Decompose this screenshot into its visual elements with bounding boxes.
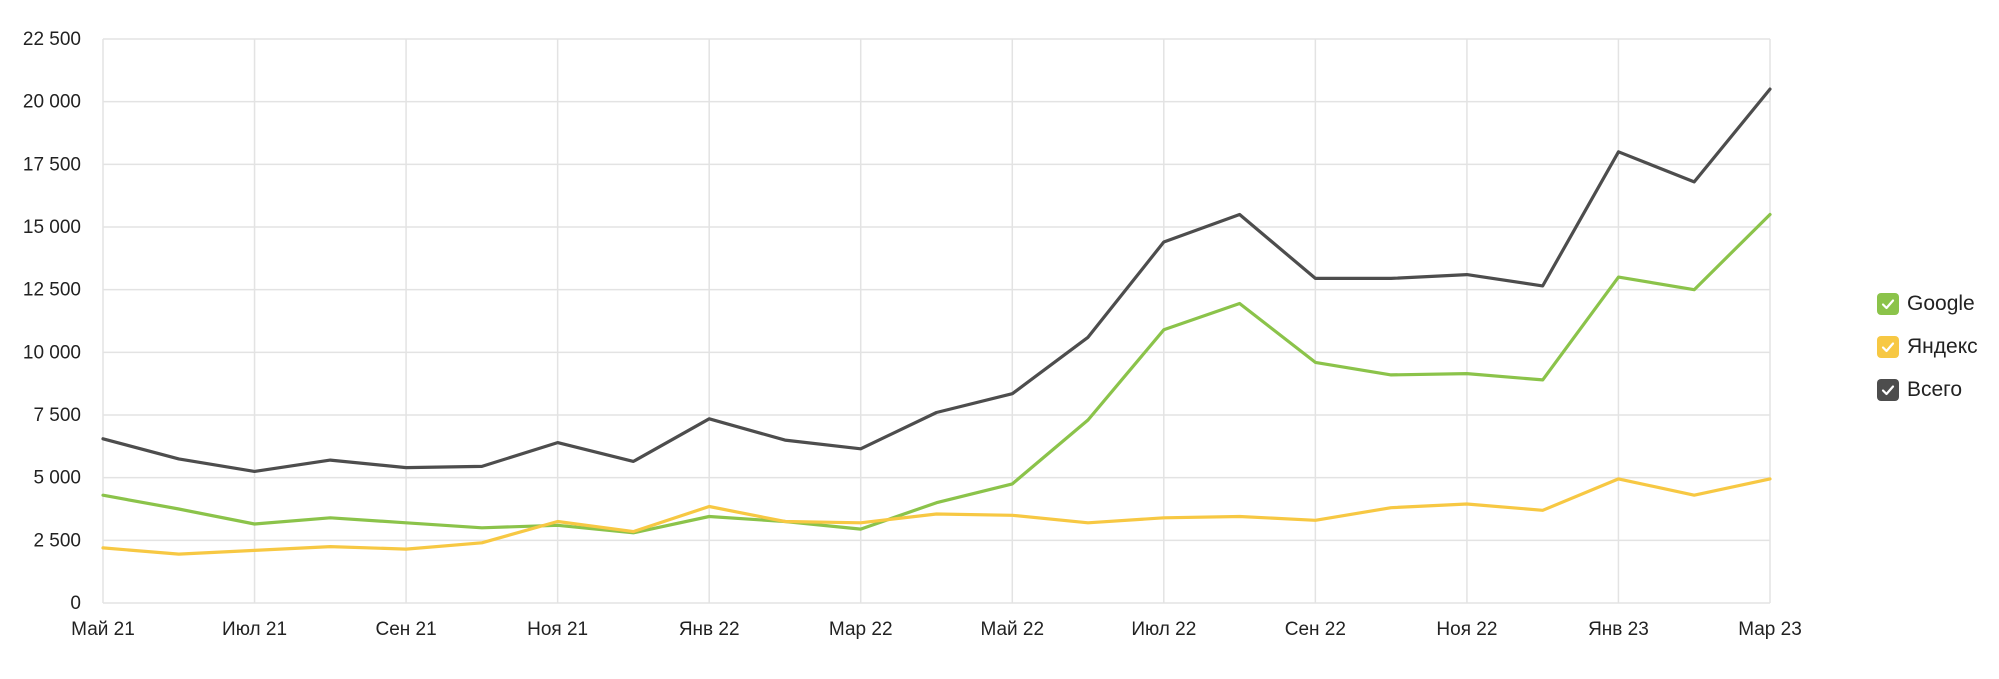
series-line-2 — [101, 87, 1772, 473]
y-tick-label: 10 000 — [23, 342, 81, 363]
checkbox-icon[interactable] — [1877, 292, 1899, 315]
y-tick-label: 22 500 — [23, 29, 81, 50]
x-tick-label: Ноя 22 — [1436, 619, 1497, 640]
y-tick-label: 20 000 — [23, 92, 81, 113]
x-tick-label: Янв 23 — [1588, 619, 1649, 640]
legend-item-google[interactable]: Google — [1877, 282, 1978, 325]
checkbox-icon[interactable] — [1877, 378, 1899, 401]
y-axis: 0 2 500 5 000 7 500 10 000 12 500 15 000 17 500… — [23, 29, 81, 614]
legend: Google Яндекс Всего — [1877, 282, 1978, 411]
y-tick-label: 2 500 — [33, 530, 81, 551]
x-tick-label: Сен 21 — [375, 619, 436, 640]
x-tick-label: Июл 21 — [222, 619, 287, 640]
y-tick-label: 7 500 — [33, 405, 81, 426]
y-tick-label: 17 500 — [23, 154, 81, 175]
legend-label: Всего — [1907, 377, 1963, 401]
legend-label: Яндекс — [1907, 334, 1978, 358]
series-lines — [101, 87, 1772, 556]
x-tick-label: Май 22 — [980, 619, 1044, 640]
x-tick-label: Мар 22 — [829, 619, 893, 640]
x-tick-label: Ноя 21 — [527, 619, 588, 640]
y-tick-label: 5 000 — [33, 468, 81, 489]
y-tick-label: 12 500 — [23, 280, 81, 301]
x-tick-label: Мар 23 — [1738, 619, 1802, 640]
series-line-1 — [101, 477, 1772, 556]
x-axis: Май 21 Июл 21 Сен 21 Ноя 21 Янв 22 Мар 22 Май … — [71, 619, 1802, 640]
y-tick-label: 15 000 — [23, 217, 81, 238]
x-tick-label: Июл 22 — [1131, 619, 1196, 640]
x-tick-label: Янв 22 — [679, 619, 740, 640]
series-line-0 — [101, 212, 1772, 535]
checkbox-icon[interactable] — [1877, 335, 1899, 358]
legend-label: Google — [1907, 291, 1975, 315]
legend-item-yandex[interactable]: Яндекс — [1877, 325, 1978, 368]
y-tick-label: 0 — [70, 593, 81, 614]
legend-item-total[interactable]: Всего — [1877, 368, 1978, 411]
x-tick-label: Сен 22 — [1285, 619, 1346, 640]
x-tick-label: Май 21 — [71, 619, 135, 640]
grid — [102, 38, 1771, 604]
